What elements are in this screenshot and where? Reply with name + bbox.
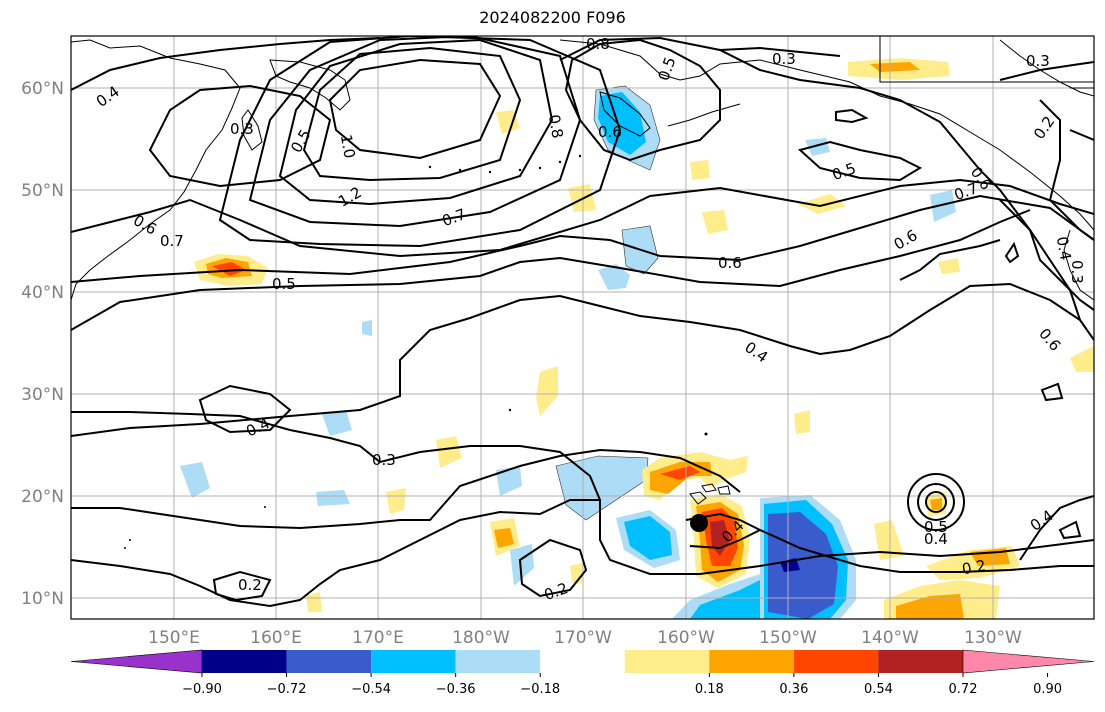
lon-label: 140°W [861,628,919,648]
contour-label: 0.4 [924,530,948,548]
colorbar-tick-label: 0.90 [1033,682,1062,697]
colorbar-tick-label: 0.72 [949,682,978,697]
colorbar-cell [540,650,625,673]
lat-label: 30°N [21,385,64,405]
colorbar: −0.90 −0.72 −0.54 −0.36 −0.18 0.18 0.36 0.54 0.7… [70,649,1095,697]
colorbar-cell [202,650,287,673]
lon-label: 150°E [148,628,200,648]
map-frame [70,35,1095,620]
map-content: 0.8 0.3 0.3 0.4 0.3 0.5 0.5 0.2 1.0 0.8 … [71,35,1094,619]
contour-lines [71,36,1094,608]
contour-label: 0.2 [1030,113,1058,143]
colorbar-cell [793,650,879,673]
colorbar-cell [286,650,372,673]
lon-label: 160°E [250,628,302,648]
lon-label: 160°W [657,628,715,648]
contour-label: 0.6 [1035,325,1064,355]
lon-label: 150°W [759,628,817,648]
contour-label: 0.2 [542,579,571,604]
contour-label: 0.6 [891,226,921,254]
lon-label: 180°W [452,628,510,648]
colorbar-tick-label: −0.90 [182,682,222,697]
colorbar-ticks: −0.90 −0.72 −0.54 −0.36 −0.18 0.18 0.36 0.54 0.7… [182,673,1062,697]
graticule [71,36,1094,619]
colorbar-cell [624,650,710,673]
contour-label: 0.3 [230,120,254,138]
lat-label: 10°N [21,589,64,609]
contour-label: 0.4 [741,338,771,366]
contour-label: 0.5 [830,159,859,184]
colorbar-extend-high [962,649,1095,674]
colorbar-tick-label: −0.18 [520,682,560,697]
contour-label: 0.5 [924,518,948,536]
contour-label: 1.2 [335,183,365,211]
contour-label: 0.5 [272,275,296,293]
lat-label: 20°N [21,487,64,507]
storm-center-marker [690,514,708,532]
colorbar-cell [878,650,963,673]
colorbar-tick-label: −0.36 [436,682,476,697]
contour-label: 0.2 [961,556,988,578]
lat-label: 40°N [21,283,64,303]
contour-label: 1.0 [337,133,359,160]
contour-label: 0.4 [93,82,123,110]
colorbar-cell [709,650,794,673]
colorbar-tick-label: 0.18 [695,682,724,697]
contour-label: 0.3 [772,50,796,68]
longitude-labels: 150°E 160°E 170°E 180°W 170°W 160°W 150°… [148,628,1022,648]
contour-label: 0.6 [718,254,742,272]
latitude-labels: 60°N 50°N 40°N 30°N 20°N 10°N [21,79,64,609]
lon-label: 130°W [964,628,1022,648]
contour-label: 0.8 [586,35,610,53]
colorbar-extend-low [70,649,203,674]
lon-label: 170°E [352,628,404,648]
colorbar-tick-label: −0.72 [267,682,307,697]
contour-label: 0.3 [1068,260,1086,284]
contour-label: 0.3 [372,451,396,469]
contour-label: 0.4 [1053,235,1075,262]
colorbar-tick-label: 0.54 [864,682,893,697]
contour-label: 0.7 [160,232,184,250]
islands [124,154,708,549]
lat-label: 60°N [21,79,64,99]
contour-label: 0.2 [238,576,262,594]
coastlines [71,36,1094,505]
contour-label: 0.3 [1026,52,1050,70]
contour-label: 0.6 [598,123,622,141]
lat-label: 50°N [21,181,64,201]
colorbar-tick-label: 0.36 [779,682,808,697]
colorbar-cell [371,650,456,673]
colorbar-cells [70,649,1095,674]
map-title: 2024082200 F096 [479,8,626,27]
lon-label: 170°W [554,628,612,648]
contour-label: 0.8 [545,113,567,140]
colorbar-tick-label: −0.54 [351,682,391,697]
contour-label: 0.7 [440,205,469,230]
colorbar-cell [455,650,541,673]
contour-label: 0.4 [1027,506,1057,534]
